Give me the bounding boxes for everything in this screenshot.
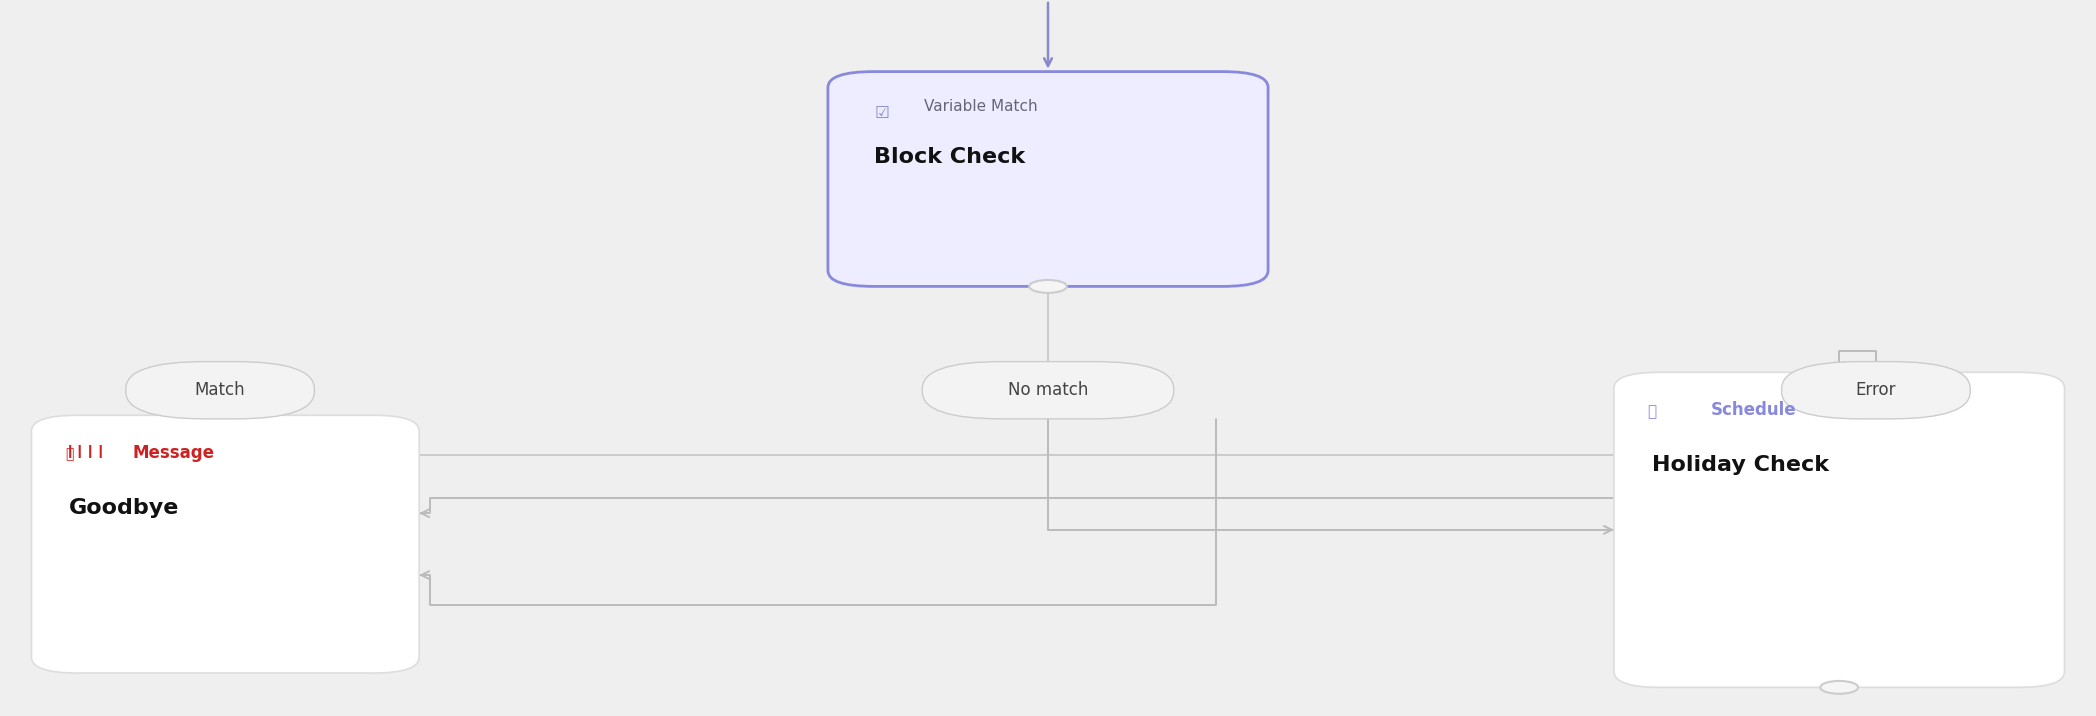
Text: 📞: 📞 bbox=[65, 448, 73, 462]
Text: No match: No match bbox=[1008, 381, 1088, 400]
Circle shape bbox=[1819, 681, 1857, 694]
Text: Block Check: Block Check bbox=[874, 147, 1025, 167]
FancyBboxPatch shape bbox=[828, 72, 1268, 286]
Text: Schedule: Schedule bbox=[1710, 401, 1796, 419]
Text: Holiday Check: Holiday Check bbox=[1652, 455, 1828, 475]
FancyBboxPatch shape bbox=[1614, 372, 2065, 687]
Text: Goodbye: Goodbye bbox=[69, 498, 180, 518]
Text: ☑: ☑ bbox=[874, 104, 889, 122]
FancyBboxPatch shape bbox=[922, 362, 1174, 419]
Text: Variable Match: Variable Match bbox=[924, 99, 1038, 114]
Circle shape bbox=[1029, 280, 1067, 293]
FancyBboxPatch shape bbox=[31, 415, 419, 673]
FancyBboxPatch shape bbox=[1782, 362, 1970, 419]
Text: Message: Message bbox=[132, 444, 214, 462]
FancyBboxPatch shape bbox=[126, 362, 314, 419]
Text: Error: Error bbox=[1855, 381, 1897, 400]
Text: Match: Match bbox=[195, 381, 245, 400]
Text: ❙❙❙❙: ❙❙❙❙ bbox=[65, 445, 107, 458]
Text: 📅: 📅 bbox=[1647, 405, 1656, 420]
